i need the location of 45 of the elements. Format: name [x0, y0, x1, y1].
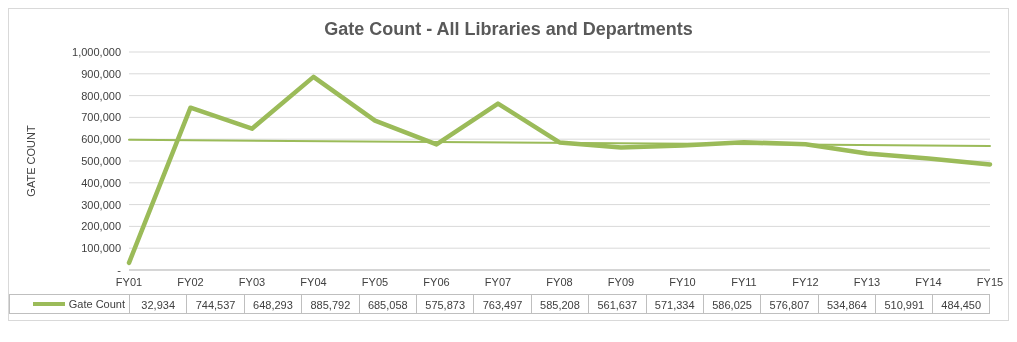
chart-title: Gate Count - All Libraries and Departments	[323, 18, 694, 41]
x-tick-label: FY04	[300, 275, 327, 288]
data-label: 585,208	[530, 294, 589, 314]
x-tick-label: FY14	[915, 275, 942, 288]
line-series	[126, 74, 993, 266]
x-tick-label: FY12	[792, 275, 819, 288]
data-label: 763,497	[473, 294, 531, 314]
y-tick-label: 500,000	[81, 154, 121, 167]
data-label: 32,934	[129, 294, 187, 314]
x-tick-label: FY06	[423, 275, 450, 288]
y-tick-label: 700,000	[81, 111, 121, 124]
x-tick-label: FY08	[546, 275, 573, 288]
y-tick-label: 200,000	[81, 220, 121, 233]
x-tick-label: FY15	[976, 275, 1004, 288]
x-tick-label: FY02	[177, 275, 204, 288]
data-label: 561,637	[588, 294, 646, 314]
y-tick-label: 600,000	[81, 133, 121, 146]
data-label: 484,450	[932, 294, 990, 314]
y-tick-label: 300,000	[81, 198, 121, 211]
x-tick-label: FY09	[607, 275, 635, 288]
y-axis-title: GATE COUNT	[24, 125, 37, 197]
data-label: 744,537	[186, 294, 244, 314]
y-tick-label: 800,000	[81, 89, 121, 102]
y-tick-label: 100,000	[81, 242, 121, 255]
y-tick-label: 900,000	[81, 67, 121, 80]
legend-label: Gate Count	[68, 298, 125, 310]
x-tick-label: FY07	[484, 275, 512, 288]
data-label: 576,807	[760, 294, 818, 314]
x-tick-label: FY01	[115, 275, 143, 288]
data-label: 575,873	[415, 294, 474, 314]
y-tick-label: 400,000	[81, 176, 121, 189]
x-tick-label: FY11	[731, 275, 757, 288]
x-tick-label: FY10	[669, 275, 696, 288]
data-label: 685,058	[358, 294, 416, 314]
data-label: 571,334	[645, 294, 703, 314]
data-label: 586,025	[702, 294, 761, 314]
data-label: 534,864	[817, 294, 876, 314]
x-tick-label: FY05	[361, 275, 389, 288]
x-tick-label: FY13	[853, 275, 881, 288]
data-label: 885,792	[301, 294, 359, 314]
y-tick-label: -	[117, 263, 122, 276]
x-tick-label: FY03	[238, 275, 266, 288]
y-tick-label: 1,000,000	[72, 45, 121, 58]
data-label: 510,991	[875, 294, 933, 314]
data-label: 648,293	[243, 294, 302, 314]
